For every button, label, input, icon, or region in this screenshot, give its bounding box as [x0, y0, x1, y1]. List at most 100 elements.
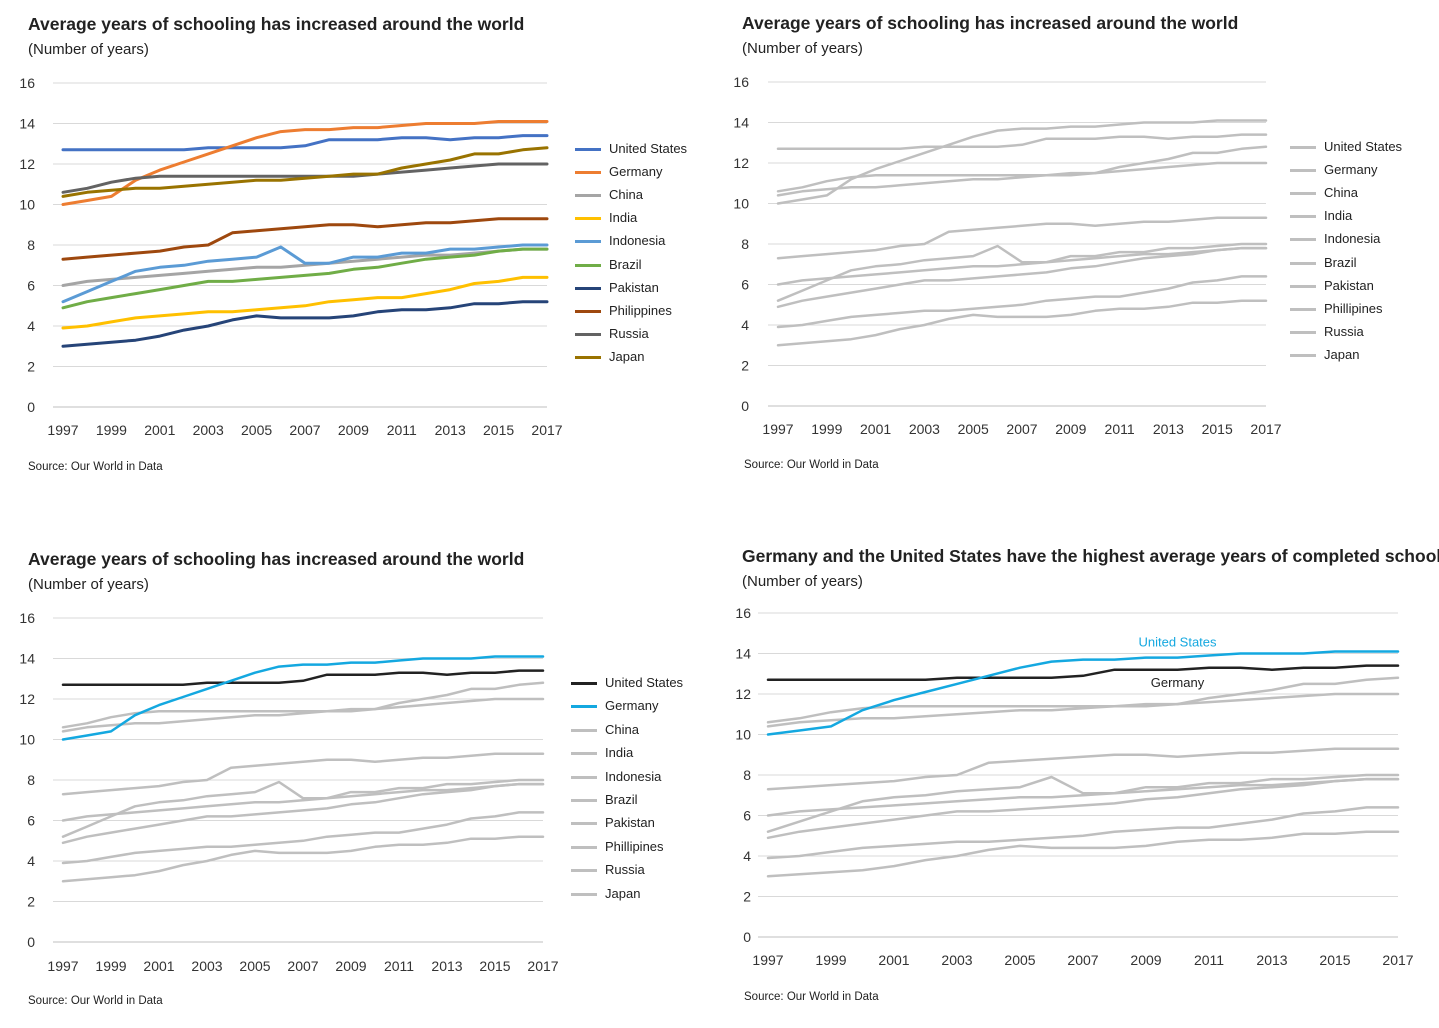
- legend-swatch: [1290, 238, 1316, 242]
- legend-swatch: [571, 728, 597, 732]
- y-tick-label: 8: [741, 236, 749, 252]
- series-line-brazil: [61, 782, 545, 845]
- series-line-pakistan: [766, 830, 1400, 878]
- legend-swatch: [571, 775, 597, 779]
- x-tick-label: 2001: [878, 952, 909, 968]
- y-tick-label: 4: [743, 848, 751, 864]
- y-tick-label: 4: [741, 317, 749, 333]
- legend-label: Germany: [605, 698, 659, 714]
- y-tick-label: 16: [735, 605, 751, 621]
- legend-swatch: [1290, 146, 1316, 149]
- x-tick-label: 2017: [531, 422, 562, 438]
- series-line-japan: [61, 681, 545, 733]
- y-tick-label: 2: [743, 889, 751, 905]
- chart-source: Source: Our World in Data: [28, 461, 163, 473]
- legend-swatch: [1290, 307, 1316, 311]
- series-line-pakistan: [61, 835, 545, 883]
- y-tick-label: 4: [27, 853, 35, 869]
- x-tick-label: 2005: [239, 958, 270, 974]
- chart-title: Average years of schooling has increased…: [28, 14, 525, 34]
- series-line-germany: [766, 650, 1400, 736]
- legend-swatch: [575, 148, 601, 151]
- legend-label: Russia: [609, 325, 649, 341]
- x-tick-label: 1997: [47, 958, 78, 974]
- x-tick-label: 1997: [762, 421, 793, 437]
- y-tick-label: 14: [733, 115, 749, 131]
- series-line-china: [61, 247, 549, 287]
- legend-label: Pakistan: [605, 815, 655, 831]
- legend-label: Brazil: [609, 256, 642, 272]
- y-tick-label: 6: [27, 813, 35, 829]
- legend-label: Germany: [609, 164, 663, 180]
- legend-swatch: [571, 869, 597, 873]
- line-chart: 0 2 4 6 8 10 12 14 16 1997 1999 2001 2003 2005 2007 200…: [19, 75, 562, 438]
- series-line-china: [766, 777, 1400, 817]
- line-chart: 0 2 4 6 8 10 12 14 16 1997 1999 2001 2003 2005 2007 200…: [733, 74, 1281, 437]
- x-tick-label: 1999: [95, 958, 126, 974]
- series-line-brazil: [766, 777, 1400, 840]
- legend-label: Russia: [1324, 323, 1364, 339]
- series-line-philippines: [61, 217, 549, 261]
- legend-label: Phillipines: [605, 838, 664, 854]
- series-line-united-states: [61, 669, 545, 687]
- legend-swatch: [571, 892, 597, 896]
- x-tick-label: 2005: [1004, 952, 1035, 968]
- legend-label: Philippines: [609, 302, 672, 318]
- x-tick-label: 2013: [431, 958, 462, 974]
- x-tick-label: 2011: [387, 422, 417, 438]
- x-tick-label: 2005: [958, 421, 989, 437]
- series-line-russia: [776, 161, 1268, 193]
- legend-swatch: [1290, 192, 1316, 196]
- legend-swatch: [571, 682, 597, 685]
- chart-title: Average years of schooling has increased…: [742, 13, 1239, 33]
- legend-swatch: [571, 822, 597, 826]
- chart-source: Source: Our World in Data: [744, 459, 879, 471]
- legend-label: United States: [609, 141, 688, 156]
- legend-label: China: [609, 187, 643, 203]
- legend-swatch: [575, 332, 601, 336]
- legend-swatch: [1290, 261, 1316, 265]
- y-tick-label: 10: [19, 197, 35, 213]
- line-chart: 0 2 4 6 8 10 12 14 16 1997 1999 2001 2003 2005 2007 200…: [19, 610, 558, 974]
- chart-subtitle: (Number of years): [28, 41, 149, 58]
- x-tick-label: 2011: [1194, 952, 1224, 968]
- legend-label: Pakistan: [1324, 277, 1374, 293]
- legend-label: Japan: [609, 348, 645, 364]
- y-tick-label: 10: [19, 732, 35, 748]
- y-tick-label: 8: [743, 767, 751, 783]
- x-tick-label: 2009: [335, 958, 366, 974]
- series-line-united-states: [766, 664, 1400, 682]
- x-tick-label: 2001: [144, 422, 175, 438]
- series-line-united-states: [61, 134, 549, 152]
- y-tick-label: 2: [27, 894, 35, 910]
- y-tick-label: 14: [19, 116, 35, 132]
- y-tick-label: 4: [27, 318, 35, 334]
- legend-label: Indonesia: [605, 768, 662, 784]
- series-line-brazil: [61, 247, 549, 310]
- annotation-germany: Germany: [1151, 675, 1205, 690]
- line-chart: 0 2 4 6 8 10 12 14 16 1997 1999 2001 2003 2005 2007 200…: [735, 605, 1413, 968]
- chart-subtitle: (Number of years): [28, 576, 149, 593]
- x-tick-label: 2003: [193, 422, 224, 438]
- legend-swatch: [575, 171, 601, 175]
- x-tick-label: 2017: [1250, 421, 1281, 437]
- series-line-united-states: [776, 133, 1268, 151]
- series-line-china: [776, 246, 1268, 286]
- x-tick-label: 2009: [1055, 421, 1086, 437]
- x-tick-label: 2007: [1006, 421, 1037, 437]
- y-tick-label: 2: [741, 358, 749, 374]
- y-tick-label: 12: [733, 155, 749, 171]
- y-tick-label: 16: [733, 74, 749, 90]
- x-tick-label: 2005: [241, 422, 272, 438]
- annotation-united-states: United States: [1138, 634, 1217, 649]
- y-tick-label: 0: [27, 399, 35, 415]
- legend-swatch: [575, 217, 601, 221]
- series-line-china: [61, 782, 545, 822]
- y-tick-label: 16: [19, 75, 35, 91]
- legend-label: Germany: [1324, 162, 1378, 178]
- y-tick-label: 2: [27, 359, 35, 375]
- x-tick-label: 2009: [1130, 952, 1161, 968]
- legend-label: Phillipines: [1324, 300, 1383, 316]
- series-line-pakistan: [776, 299, 1268, 347]
- legend-label: India: [609, 210, 638, 226]
